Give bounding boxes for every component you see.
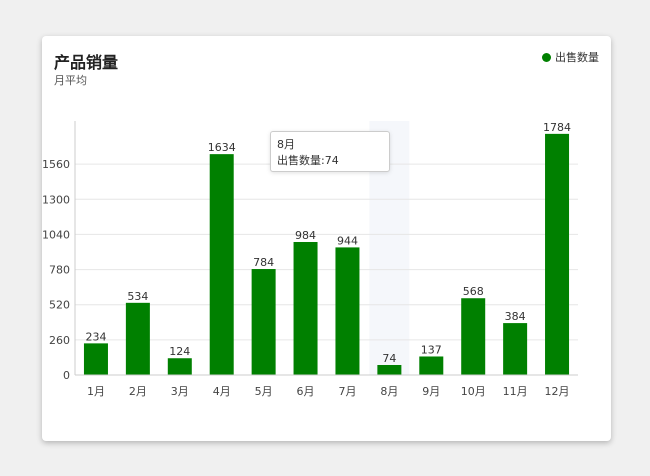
y-tick-label: 780 (49, 264, 70, 277)
bars (83, 133, 570, 375)
tooltip: 8月 出售数量:74 (270, 131, 390, 172)
bar-chart: 0 260 520 780 1040 1300 1560 234 534 124 1634 784 9… (42, 121, 578, 398)
grid-lines (75, 163, 578, 341)
tooltip-value: 出售数量:74 (277, 154, 339, 167)
y-tick-label: 1300 (42, 193, 70, 206)
data-label: 784 (253, 256, 274, 269)
bar-12[interactable] (545, 133, 570, 375)
data-label: 1634 (208, 141, 236, 154)
chart-title: 产品销量 (54, 53, 119, 72)
bar-9[interactable] (419, 356, 444, 375)
x-tick-label: 1月 (87, 385, 105, 398)
data-label: 234 (85, 330, 106, 343)
x-tick-label: 7月 (338, 385, 356, 398)
bar-5[interactable] (251, 269, 276, 375)
data-label: 568 (463, 285, 484, 298)
tooltip-category: 8月 (277, 138, 295, 151)
bar-4[interactable] (209, 154, 234, 375)
x-axis-ticks: 1月 2月 3月 4月 5月 6月 7月 8月 9月 10月 11月 12月 (87, 385, 570, 398)
bar-7[interactable] (335, 247, 360, 375)
y-tick-label: 260 (49, 334, 70, 347)
y-tick-label: 1560 (42, 158, 70, 171)
legend-swatch (542, 52, 551, 62)
y-tick-label: 1040 (42, 228, 70, 241)
chart-card: 产品销量 月平均 出售数量 0 260 520 780 1040 1300 1560 234… (42, 36, 611, 441)
x-tick-label: 9月 (422, 385, 440, 398)
bar-10[interactable] (461, 298, 486, 375)
bar-3[interactable] (167, 358, 192, 375)
chart-subtitle: 月平均 (54, 74, 87, 87)
x-tick-label: 3月 (171, 385, 189, 398)
x-tick-label: 4月 (213, 385, 231, 398)
legend[interactable]: 出售数量 (542, 49, 599, 65)
data-label: 74 (382, 352, 396, 365)
bar-1[interactable] (83, 343, 108, 375)
bar-8[interactable] (377, 364, 402, 375)
data-labels: 234 534 124 1634 784 984 944 74 137 568 384 1784 (85, 121, 571, 365)
y-tick-label: 520 (49, 299, 70, 312)
data-label: 1784 (543, 121, 571, 134)
x-tick-label: 8月 (380, 385, 398, 398)
x-tick-label: 12月 (545, 385, 570, 398)
data-label: 984 (295, 229, 316, 242)
x-tick-label: 2月 (129, 385, 147, 398)
data-label: 124 (169, 345, 190, 358)
x-tick-label: 6月 (297, 385, 315, 398)
data-label: 534 (127, 290, 148, 303)
y-axis-ticks: 0 260 520 780 1040 1300 1560 (42, 158, 70, 382)
bar-11[interactable] (503, 323, 528, 375)
legend-label: 出售数量 (555, 51, 599, 64)
bar-2[interactable] (125, 302, 150, 375)
x-tick-label: 11月 (503, 385, 528, 398)
y-tick-label: 0 (63, 369, 70, 382)
bar-6[interactable] (293, 241, 318, 375)
x-tick-label: 10月 (461, 385, 486, 398)
data-label: 384 (505, 310, 526, 323)
x-tick-label: 5月 (255, 385, 273, 398)
data-label: 137 (421, 343, 442, 356)
data-label: 944 (337, 234, 358, 247)
